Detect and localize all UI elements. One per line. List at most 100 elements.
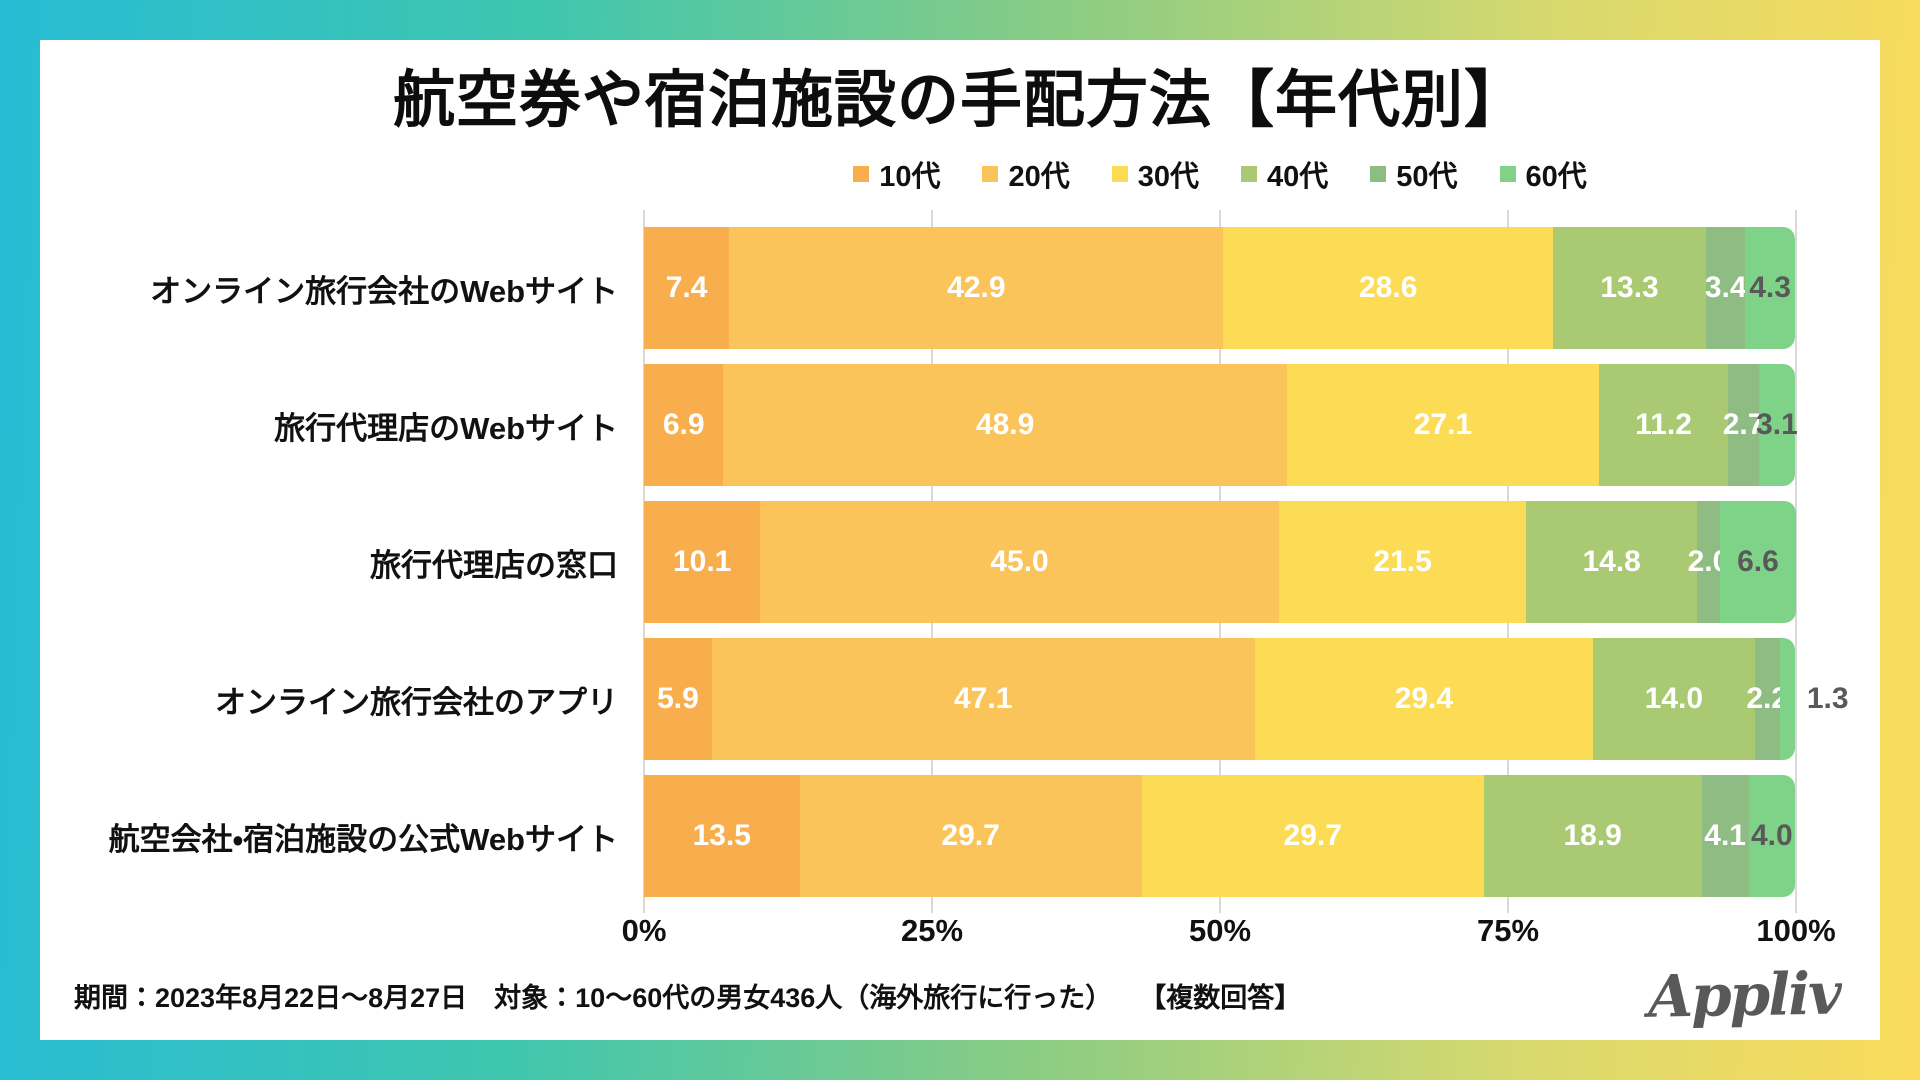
bar-segment: 29.7 bbox=[799, 775, 1142, 898]
bar-value-label: 29.7 bbox=[941, 819, 1000, 853]
bar-value-label: 5.9 bbox=[657, 682, 699, 716]
bar-segment: 42.9 bbox=[729, 227, 1224, 350]
category-label: 旅行代理店の窓口 bbox=[370, 548, 618, 584]
x-axis: 0% 25% 50% 75% 100% bbox=[622, 913, 1836, 955]
bar-segment: 14.8 bbox=[1526, 501, 1697, 624]
bar-value-label: 29.7 bbox=[1283, 819, 1342, 853]
legend-swatch bbox=[1241, 166, 1257, 183]
bar-value-label: 11.2 bbox=[1635, 408, 1692, 442]
bar-segment: 10.1 bbox=[644, 501, 761, 624]
bar-value-label: 13.3 bbox=[1600, 271, 1659, 305]
bar-segment: 28.6 bbox=[1223, 227, 1553, 350]
bar-value-label: 4.0 bbox=[1750, 819, 1793, 853]
survey-note: 期間：2023年8月22日〜8月27日 対象：10〜60代の男女436人（海外旅… bbox=[74, 982, 1302, 1013]
bar-value-label: 18.9 bbox=[1563, 819, 1622, 853]
bar-value-label: 3.1 bbox=[1756, 408, 1798, 442]
bar-segment: 5.9 bbox=[644, 638, 712, 761]
bar-value-label: 14.0 bbox=[1644, 682, 1704, 716]
bar-value-label: 28.6 bbox=[1358, 271, 1418, 305]
stacked-bar-chart: 10代 20代 30代 40代 50代 60代 オンライン旅行会社のWebサイト旅行代理店… bbox=[40, 138, 1880, 964]
bar-row: 7.4 42.9 28.6 13.3 3.4 4.3 bbox=[644, 220, 1796, 357]
bar-value-label: 2.7 bbox=[1722, 408, 1765, 442]
legend-swatch bbox=[982, 166, 999, 183]
x-axis-tick-label: 0% bbox=[621, 913, 667, 949]
bar-segment: 4.3 bbox=[1745, 227, 1795, 350]
x-axis-tick-label: 75% bbox=[1476, 913, 1540, 949]
bar-value-label: 1.3 bbox=[1806, 682, 1849, 716]
bar-segment: 27.1 bbox=[1286, 364, 1599, 487]
legend-item: 60代 bbox=[1499, 153, 1587, 195]
category-label: 航空会社・宿泊施設の公式Webサイト bbox=[108, 822, 618, 858]
bar-segment: 1.3 bbox=[1779, 638, 1849, 761]
chart-title: 航空券や宿泊施設の手配方法【年代別】 bbox=[392, 66, 1527, 135]
bar-segment: 2.7 bbox=[1723, 364, 1764, 487]
bar-value-label: 47.1 bbox=[954, 682, 1013, 716]
bar-value-label: 3.4 bbox=[1704, 271, 1747, 305]
bar-segment: 14.0 bbox=[1593, 638, 1755, 761]
plot-area: オンライン旅行会社のWebサイト旅行代理店のWebサイト旅行代理店の窓口オンライ… bbox=[40, 210, 1849, 914]
bar-segment: 11.2 bbox=[1599, 364, 1729, 487]
bar-value-label: 4.3 bbox=[1749, 271, 1791, 305]
legend-item-label: 20代 bbox=[1008, 161, 1070, 194]
appliv-logo: Appliv bbox=[1647, 959, 1841, 1031]
bar-row: 13.5 29.7 29.7 18.9 4.1 4.0 bbox=[644, 768, 1796, 905]
legend-item-label: 60代 bbox=[1525, 161, 1587, 194]
legend-item-label: 10代 bbox=[879, 161, 941, 194]
bar-segment: 6.9 bbox=[644, 364, 724, 487]
legend-item: 20代 bbox=[982, 153, 1070, 195]
bar-value-label: 4.1 bbox=[1704, 819, 1746, 853]
bar-value-label: 13.5 bbox=[692, 819, 751, 853]
bar-value-label: 6.9 bbox=[662, 408, 705, 442]
bar-tracks: 7.4 42.9 28.6 13.3 3.4 4.3 6.9 48.9 27.1 11.2 2.7 3… bbox=[643, 210, 1849, 914]
bar-segment: 29.7 bbox=[1141, 775, 1484, 898]
category-label: オンライン旅行会社のアプリ bbox=[215, 685, 618, 721]
bar-row: 10.1 45.0 21.5 14.8 2.0 6.6 bbox=[644, 494, 1796, 631]
x-axis-tick-label: 25% bbox=[900, 913, 964, 949]
bar-segment: 4.1 bbox=[1701, 775, 1749, 898]
bar-segment: 2.0 bbox=[1688, 501, 1729, 624]
category-labels: オンライン旅行会社のWebサイト旅行代理店のWebサイト旅行代理店の窓口オンライ… bbox=[40, 220, 644, 905]
legend-item: 50代 bbox=[1370, 153, 1458, 195]
bar-segment: 29.4 bbox=[1254, 638, 1594, 761]
gridline bbox=[1795, 210, 1797, 914]
bar-value-label: 14.8 bbox=[1582, 545, 1641, 579]
chart-panel: 航空券や宿泊施設の手配方法【年代別】 10代 20代 30代 40代 50代 60代 オン… bbox=[40, 40, 1880, 1040]
bar-value-label: 48.9 bbox=[975, 408, 1035, 442]
bar-segment: 13.5 bbox=[644, 775, 800, 898]
legend: 10代 20代 30代 40代 50代 60代 bbox=[644, 152, 1796, 196]
bar-value-label: 27.1 bbox=[1413, 408, 1473, 442]
bar-value-label: 29.4 bbox=[1394, 682, 1454, 716]
bar-segment: 6.6 bbox=[1719, 501, 1796, 624]
bar-row: 5.9 47.1 29.4 14.0 2.2 1.3 bbox=[644, 631, 1849, 768]
bar-segment: 48.9 bbox=[723, 364, 1287, 487]
bar-segment: 45.0 bbox=[760, 501, 1279, 624]
bar-segment: 4.0 bbox=[1748, 775, 1795, 898]
bar-segment: 3.1 bbox=[1756, 364, 1798, 487]
x-axis-tick-label: 100% bbox=[1756, 913, 1836, 949]
category-label: 旅行代理店のWebサイト bbox=[274, 411, 618, 447]
bar-segment: 3.4 bbox=[1704, 227, 1747, 350]
legend-item: 30代 bbox=[1111, 153, 1199, 195]
bar-segment: 13.3 bbox=[1552, 227, 1707, 350]
bar-segment: 2.2 bbox=[1746, 638, 1788, 761]
bar-rows: 7.4 42.9 28.6 13.3 3.4 4.3 6.9 48.9 27.1 11.2 2.7 3… bbox=[644, 220, 1849, 905]
bar-value-label: 21.5 bbox=[1373, 545, 1432, 579]
footer: 期間：2023年8月22日〜8月27日 対象：10〜60代の男女436人（海外旅… bbox=[40, 959, 1880, 1040]
x-axis-tick-label: 50% bbox=[1188, 913, 1252, 949]
bar-value-label: 6.6 bbox=[1737, 545, 1779, 579]
legend-swatch bbox=[1499, 166, 1516, 183]
legend-item: 40代 bbox=[1241, 153, 1328, 195]
category-label: オンライン旅行会社のWebサイト bbox=[150, 274, 618, 310]
legend-swatch bbox=[853, 166, 870, 183]
bar-segment: 47.1 bbox=[711, 638, 1255, 761]
bar-value-label: 10.1 bbox=[672, 545, 732, 579]
legend-swatch bbox=[1370, 166, 1387, 183]
bar-value-label: 45.0 bbox=[990, 545, 1049, 579]
legend-item-label: 40代 bbox=[1267, 161, 1329, 194]
bar-value-label: 7.4 bbox=[665, 271, 708, 305]
legend-swatch bbox=[1111, 166, 1128, 183]
bar-value-label: 42.9 bbox=[947, 271, 1006, 305]
bar-segment: 18.9 bbox=[1483, 775, 1702, 898]
bar-row: 6.9 48.9 27.1 11.2 2.7 3.1 bbox=[644, 357, 1798, 494]
